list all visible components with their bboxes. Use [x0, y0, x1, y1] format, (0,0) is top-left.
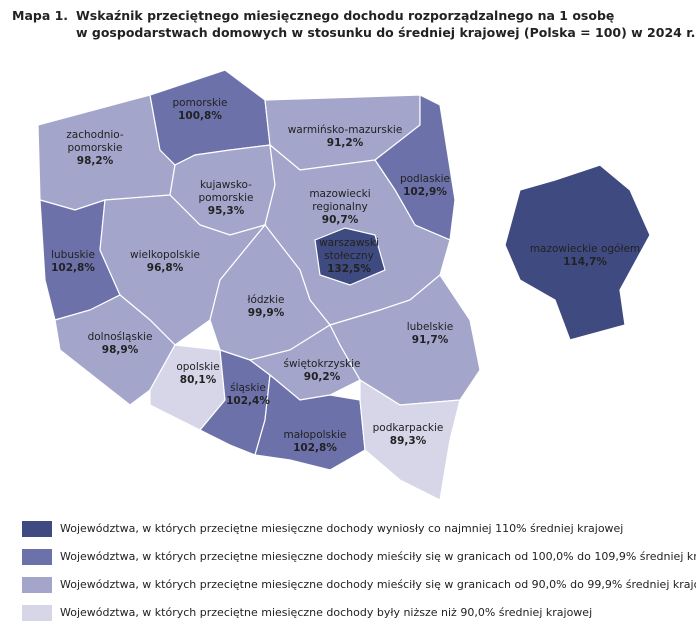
- region-value: 114,7%: [563, 256, 607, 268]
- region-name: warmińsko-mazurskie: [288, 124, 403, 136]
- region-name: lubelskie: [407, 321, 454, 333]
- region-value: 132,5%: [327, 263, 371, 275]
- region-value: 102,8%: [293, 442, 337, 454]
- region-name: podkarpackie: [373, 422, 444, 434]
- legend-swatch: [22, 521, 52, 537]
- region-name: łódzkie: [247, 294, 284, 306]
- region-name: stołeczny: [324, 250, 374, 262]
- region-name: mazowieckie ogółem: [530, 243, 640, 255]
- region-value: 91,7%: [412, 334, 449, 346]
- map-number: Mapa 1.: [12, 8, 68, 23]
- region-name: małopolskie: [283, 429, 346, 441]
- region-value: 89,3%: [390, 435, 427, 447]
- region: [314, 227, 386, 286]
- region: [359, 378, 461, 501]
- region-value: 80,1%: [180, 374, 217, 386]
- map-title: Wskaźnik przeciętnego miesięcznego docho…: [76, 8, 614, 23]
- legend-label: Województwa, w których przeciętne miesię…: [60, 550, 696, 563]
- legend-swatch: [22, 577, 52, 593]
- region-value: 100,8%: [178, 110, 222, 122]
- legend-label: Województwa, w których przeciętne miesię…: [60, 578, 696, 591]
- inset-region: [504, 164, 651, 341]
- region: [254, 373, 366, 471]
- region-value: 102,8%: [51, 262, 95, 274]
- legend: Województwa, w których przeciętne miesię…: [22, 521, 696, 621]
- region-value: 90,2%: [304, 371, 341, 383]
- region-name: regionalny: [312, 201, 367, 213]
- region-name: dolnośląskie: [88, 331, 153, 343]
- region-value: 98,2%: [77, 155, 114, 167]
- region-name: wielkopolskie: [130, 249, 200, 261]
- region-name: pomorskie: [173, 97, 228, 109]
- region-value: 90,7%: [322, 214, 359, 226]
- region-value: 102,4%: [226, 395, 270, 407]
- legend-label: Województwa, w których przeciętne miesię…: [60, 522, 623, 535]
- region-name: pomorskie: [199, 192, 254, 204]
- map: zachodnio-pomorskie98,2%pomorskie100,8%w…: [37, 69, 651, 501]
- region-value: 95,3%: [208, 205, 245, 217]
- region-name: opolskie: [176, 361, 219, 373]
- region-name: mazowiecki: [309, 188, 370, 200]
- region-name: podlaskie: [400, 173, 450, 185]
- region-value: 102,9%: [403, 186, 447, 198]
- region-name: kujawsko-: [200, 179, 252, 191]
- map-title: w gospodarstwach domowych w stosunku do …: [76, 25, 695, 40]
- region-value: 96,8%: [147, 262, 184, 274]
- region-value: 99,9%: [248, 307, 285, 319]
- legend-label: Województwa, w których przeciętne miesię…: [60, 606, 592, 619]
- region-name: śląskie: [230, 382, 266, 394]
- region-name: zachodnio-: [66, 129, 124, 141]
- region-name: lubuskie: [51, 249, 95, 261]
- region-name: warszawski: [319, 237, 379, 249]
- region-value: 91,2%: [327, 137, 364, 149]
- region-value: 98,9%: [102, 344, 139, 356]
- region-name: pomorskie: [68, 142, 123, 154]
- legend-swatch: [22, 549, 52, 565]
- legend-swatch: [22, 605, 52, 621]
- region-name: świętokrzyskie: [283, 358, 360, 370]
